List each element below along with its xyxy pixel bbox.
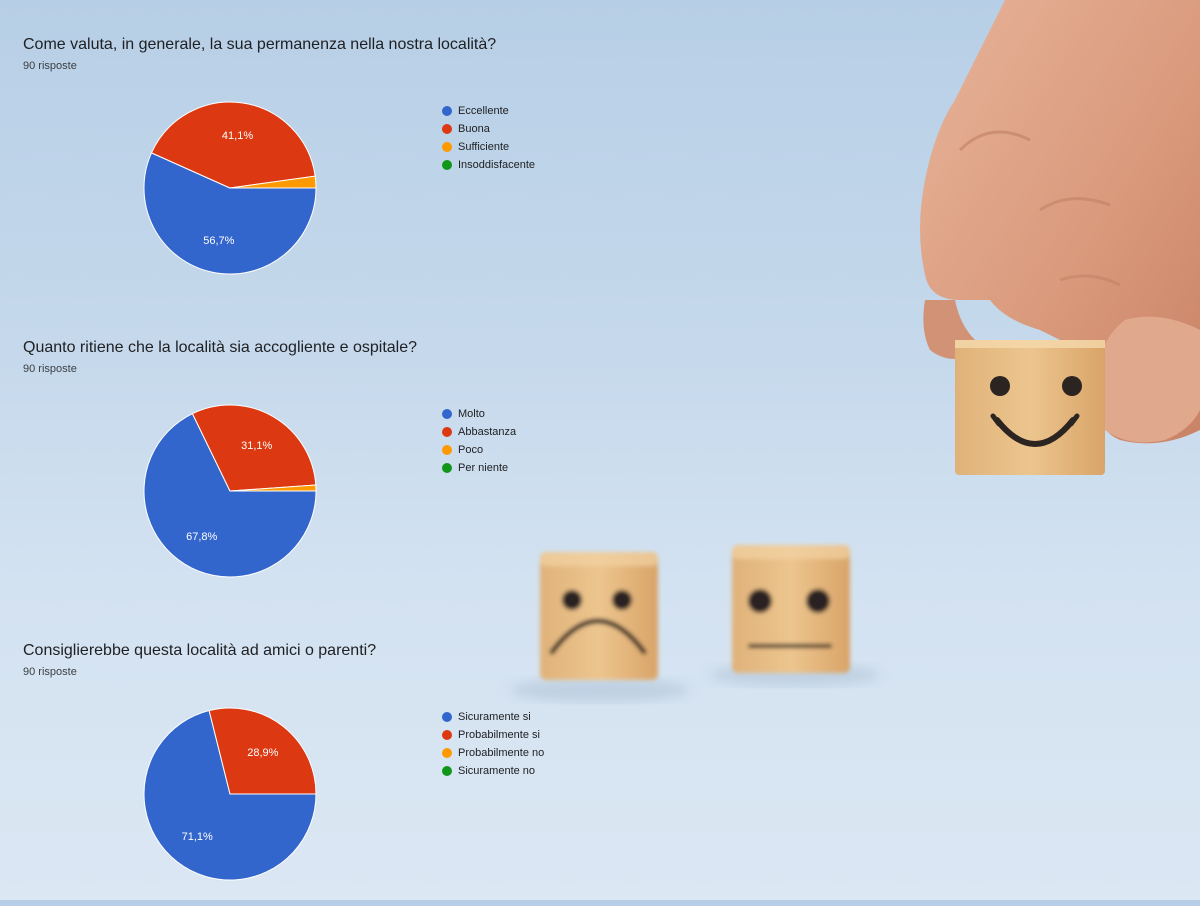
slice-label-abbastanza: 31,1%: [241, 440, 272, 452]
legend-item-sicuramente-no: Sicuramente no: [442, 762, 544, 780]
legend-label: Sicuramente no: [458, 765, 536, 777]
chart-title: Consiglierebbe questa località ad amici …: [23, 642, 377, 659]
legend-item-eccellente: Eccellente: [442, 102, 535, 120]
legend-label: Buona: [458, 123, 490, 135]
legend-label: Sufficiente: [458, 141, 510, 153]
pie-slice-sicuramente-si: [143, 709, 317, 881]
legend-item-probabilmente-no: Probabilmente no: [442, 744, 544, 762]
legend: Eccellente Buona Sufficiente Insoddisfacent…: [442, 102, 535, 174]
response-count: 90 risposte: [23, 363, 77, 375]
legend-label: Poco: [458, 444, 484, 456]
legend-label: Probabilmente no: [458, 747, 545, 759]
legend-dot-icon: [442, 409, 452, 419]
legend-dot-icon: [442, 730, 452, 740]
legend: Sicuramente si Probabilmente si Probabilme…: [442, 708, 544, 780]
legend-item-probabilmente-si: Probabilmente si: [442, 726, 544, 744]
legend-dot-icon: [442, 124, 452, 134]
pie-slice-buona: [150, 101, 316, 189]
slice-label-sicuramente-si: 71,1%: [182, 831, 213, 843]
legend-label: Eccellente: [458, 105, 509, 117]
chart-title: Quanto ritiene che la località sia accog…: [23, 339, 418, 356]
legend-item-sufficiente: Sufficiente: [442, 138, 535, 156]
hand-icon: [920, 0, 1200, 444]
legend-label: Probabilmente si: [458, 729, 540, 741]
legend-item-abbastanza: Abbastanza: [442, 423, 516, 441]
slice-label-probabilmente-si: 28,9%: [247, 747, 278, 759]
legend-label: Molto: [458, 408, 485, 420]
pie-chart: 56,7% 41,1%: [143, 101, 317, 275]
pie-chart: 67,8% 31,1%: [143, 404, 317, 578]
legend-label: Abbastanza: [458, 426, 517, 438]
legend-label: Insoddisfacente: [458, 159, 536, 171]
chart-section-3: Consiglierebbe questa località ad amici …: [0, 606, 700, 906]
slice-label-eccellente: 56,7%: [203, 235, 234, 247]
chart-section-1: Come valuta, in generale, la sua permane…: [0, 0, 700, 300]
neutral-cube-icon: [732, 545, 850, 673]
legend-item-molto: Molto: [442, 405, 516, 423]
smiley-cube-icon: [955, 340, 1105, 475]
response-count: 90 risposte: [23, 666, 77, 678]
response-count: 90 risposte: [23, 60, 77, 72]
slice-label-buona: 41,1%: [222, 130, 253, 142]
pie-slice-eccellente: [143, 152, 317, 275]
legend-item-insoddisfacente: Insoddisfacente: [442, 156, 535, 174]
slice-label-molto: 67,8%: [186, 531, 217, 543]
chart-title: Come valuta, in generale, la sua permane…: [23, 36, 497, 53]
legend-dot-icon: [442, 106, 452, 116]
pie-slice-poco: [229, 484, 317, 492]
legend-dot-icon: [442, 463, 452, 473]
legend: Molto Abbastanza Poco Per niente: [442, 405, 516, 477]
sad-cube-icon: [540, 552, 658, 680]
legend-dot-icon: [442, 712, 452, 722]
pie-slice-abbastanza: [191, 404, 317, 492]
legend-label: Per niente: [458, 462, 509, 474]
legend-item-buona: Buona: [442, 120, 535, 138]
pie-chart: 71,1% 28,9%: [143, 707, 317, 881]
pie-slice-molto: [143, 412, 317, 578]
pie-slice-sufficiente: [229, 175, 317, 189]
legend-dot-icon: [442, 766, 452, 776]
legend-item-poco: Poco: [442, 441, 516, 459]
pie-slice-probabilmente-si: [208, 707, 317, 795]
legend-dot-icon: [442, 748, 452, 758]
legend-label: Sicuramente si: [458, 711, 531, 723]
chart-section-2: Quanto ritiene che la località sia accog…: [0, 303, 700, 603]
legend-dot-icon: [442, 445, 452, 455]
legend-item-sicuramente-si: Sicuramente si: [442, 708, 544, 726]
legend-dot-icon: [442, 427, 452, 437]
legend-dot-icon: [442, 142, 452, 152]
legend-dot-icon: [442, 160, 452, 170]
legend-item-per-niente: Per niente: [442, 459, 516, 477]
